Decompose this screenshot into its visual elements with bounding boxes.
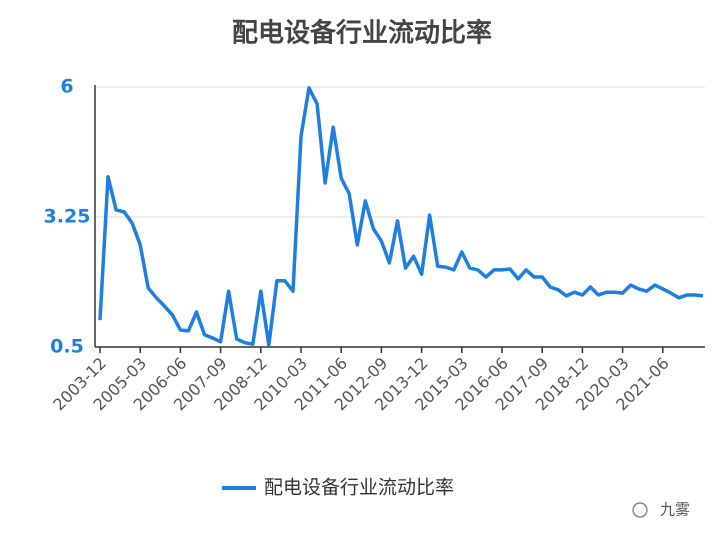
series-line — [98, 86, 704, 347]
legend-label: 配电设备行业流动比率 — [264, 477, 454, 499]
watermark-icon — [632, 502, 648, 518]
y-tick-label: 3.25 — [44, 206, 91, 228]
watermark: 九雾 — [660, 501, 690, 519]
y-tick-label: 6 — [60, 76, 73, 98]
y-tick-label: 0.5 — [50, 336, 84, 358]
chart-title: 配电设备行业流动比率 — [232, 18, 492, 49]
